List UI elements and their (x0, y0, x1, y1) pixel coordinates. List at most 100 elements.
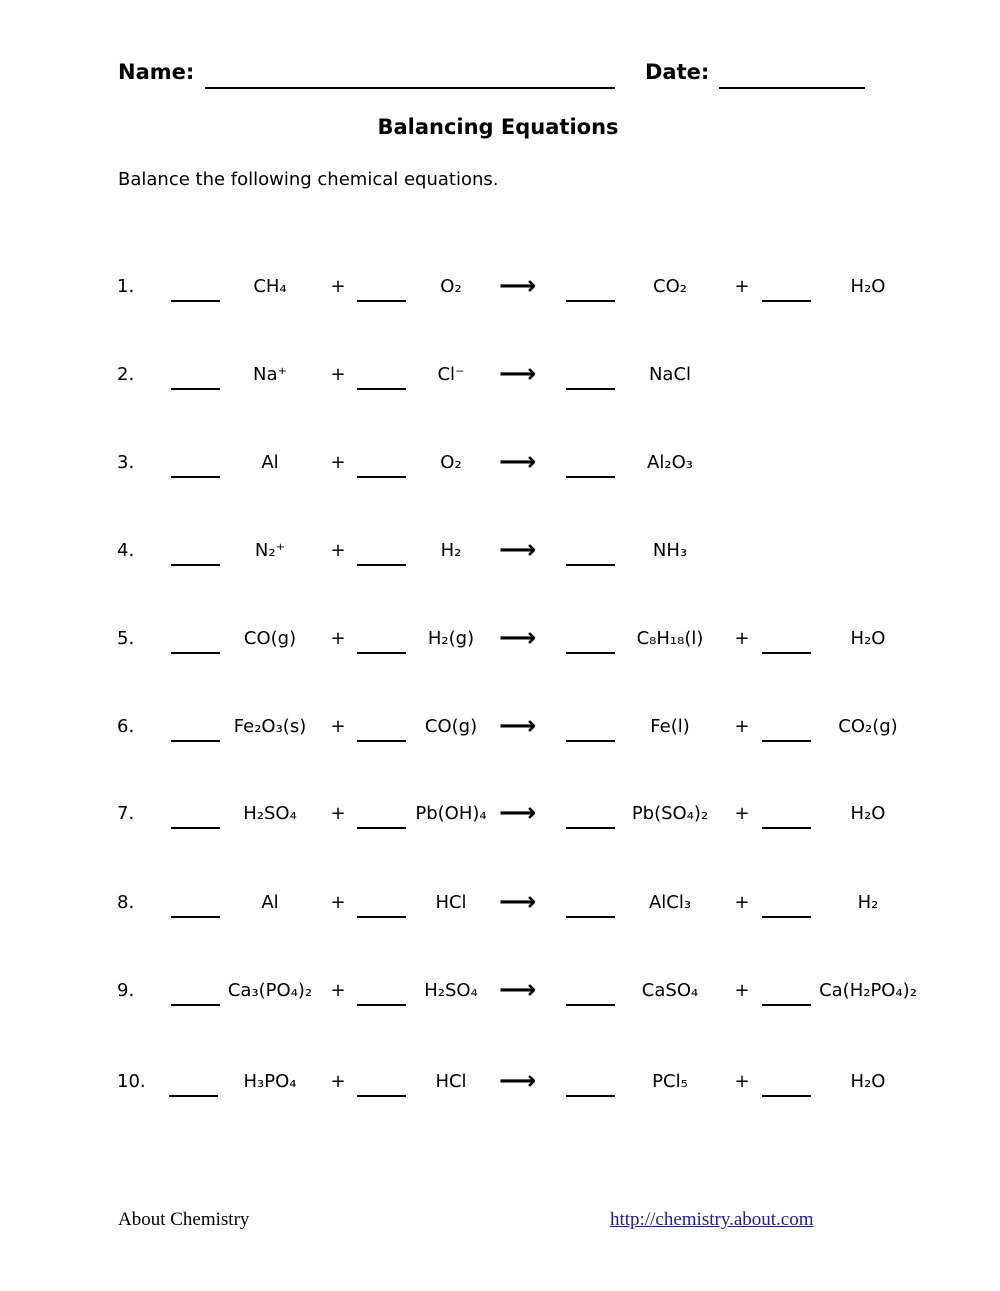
page-title: Balancing Equations (377, 115, 619, 139)
reactant-2: O₂ (440, 276, 462, 297)
coefficient-blank[interactable] (357, 1095, 406, 1097)
name-label: Name: (118, 60, 195, 84)
product-1: Fe(l) (650, 716, 690, 737)
plus-sign: + (330, 452, 346, 473)
product-1: AlCl₃ (648, 892, 692, 913)
equation-number: 6. (117, 716, 135, 737)
coefficient-blank[interactable] (171, 740, 220, 742)
product-2: H₂O (850, 628, 886, 649)
product-2: H₂O (850, 276, 886, 297)
coefficient-blank[interactable] (171, 1004, 220, 1006)
equation-row: 10. H₃PO₄ + HCl ⟶ PCl₅ + H₂O (0, 1068, 1000, 1101)
equation-number: 1. (117, 276, 135, 297)
product-2: CO₂(g) (838, 716, 898, 737)
equation-number: 5. (117, 628, 135, 649)
plus-sign: + (330, 540, 346, 561)
reactant-1: Ca₃(PO₄)₂ (227, 980, 313, 1001)
plus-sign: + (734, 980, 750, 1001)
coefficient-blank[interactable] (171, 916, 220, 918)
equation-number: 8. (117, 892, 135, 913)
equation-number: 10. (117, 1071, 146, 1092)
equation-number: 2. (117, 364, 135, 385)
right-arrow-icon: ⟶ (499, 975, 537, 1005)
coefficient-blank[interactable] (357, 388, 406, 390)
coefficient-blank[interactable] (566, 564, 615, 566)
coefficient-blank[interactable] (762, 740, 811, 742)
coefficient-blank[interactable] (762, 300, 811, 302)
product-2: H₂O (850, 803, 886, 824)
plus-sign: + (330, 716, 346, 737)
plus-sign: + (330, 276, 346, 297)
equation-row: 8. Al + HCl ⟶ AlCl₃ + H₂ (0, 889, 1000, 922)
coefficient-blank[interactable] (357, 564, 406, 566)
reactant-2: O₂ (440, 452, 462, 473)
coefficient-blank[interactable] (762, 1004, 811, 1006)
coefficient-blank[interactable] (171, 652, 220, 654)
reactant-2: H₂ (440, 540, 462, 561)
reactant-1: CO(g) (243, 628, 297, 649)
coefficient-blank[interactable] (171, 476, 220, 478)
coefficient-blank[interactable] (566, 827, 615, 829)
coefficient-blank[interactable] (762, 652, 811, 654)
instructions: Balance the following chemical equations… (118, 169, 499, 190)
coefficient-blank[interactable] (171, 827, 220, 829)
plus-sign: + (330, 628, 346, 649)
plus-sign: + (734, 1071, 750, 1092)
coefficient-blank[interactable] (762, 916, 811, 918)
coefficient-blank[interactable] (762, 1095, 811, 1097)
coefficient-blank[interactable] (357, 740, 406, 742)
coefficient-blank[interactable] (762, 827, 811, 829)
equation-row: 9. Ca₃(PO₄)₂ + H₂SO₄ ⟶ CaSO₄ + Ca(H₂PO₄)₂ (0, 975, 1000, 1010)
equation-number: 7. (117, 803, 135, 824)
coefficient-blank[interactable] (357, 476, 406, 478)
coefficient-blank[interactable] (171, 388, 220, 390)
product-1: Pb(SO₄)₂ (631, 803, 709, 824)
coefficient-blank[interactable] (566, 1004, 615, 1006)
plus-sign: + (734, 716, 750, 737)
coefficient-blank[interactable] (171, 564, 220, 566)
coefficient-blank[interactable] (357, 1004, 406, 1006)
plus-sign: + (330, 364, 346, 385)
plus-sign: + (734, 276, 750, 297)
coefficient-blank[interactable] (357, 827, 406, 829)
name-field-line[interactable] (205, 87, 615, 89)
reactant-1: Al (261, 452, 279, 473)
reactant-1: Na⁺ (253, 364, 287, 385)
coefficient-blank[interactable] (566, 916, 615, 918)
reactant-2: CO(g) (424, 716, 478, 737)
coefficient-blank[interactable] (566, 300, 615, 302)
plus-sign: + (330, 892, 346, 913)
reactant-1: Al (261, 892, 279, 913)
product-1: NaCl (648, 364, 692, 385)
plus-sign: + (330, 803, 346, 824)
footer-link[interactable]: http://chemistry.about.com (610, 1209, 814, 1230)
coefficient-blank[interactable] (566, 652, 615, 654)
coefficient-blank[interactable] (357, 916, 406, 918)
reactant-2: H₂(g) (427, 628, 475, 649)
reactant-1: CH₄ (253, 276, 287, 297)
reactant-1: Fe₂O₃(s) (233, 716, 307, 737)
product-1: C₈H₁₈(l) (636, 628, 704, 649)
reactant-2: Cl⁻ (437, 364, 465, 385)
date-field-line[interactable] (719, 87, 865, 89)
coefficient-blank[interactable] (357, 300, 406, 302)
plus-sign: + (734, 892, 750, 913)
product-1: NH₃ (652, 540, 688, 561)
coefficient-blank[interactable] (357, 652, 406, 654)
coefficient-blank[interactable] (566, 476, 615, 478)
coefficient-blank[interactable] (169, 1095, 218, 1097)
right-arrow-icon: ⟶ (499, 447, 537, 477)
equation-row: 5. CO(g) + H₂(g) ⟶ C₈H₁₈(l) + H₂O (0, 625, 1000, 658)
equation-row: 6. Fe₂O₃(s) + CO(g) ⟶ Fe(l) + CO₂(g) (0, 713, 1000, 746)
coefficient-blank[interactable] (566, 1095, 615, 1097)
equation-number: 3. (117, 452, 135, 473)
coefficient-blank[interactable] (566, 740, 615, 742)
product-2: H₂O (850, 1071, 886, 1092)
coefficient-blank[interactable] (171, 300, 220, 302)
equation-row: 2. Na⁺ + Cl⁻ ⟶ NaCl (0, 361, 1000, 394)
equation-row: 1. CH₄ + O₂ ⟶ CO₂ + H₂O (0, 271, 1000, 306)
product-1: PCl₅ (652, 1071, 688, 1092)
equation-number: 4. (117, 540, 135, 561)
coefficient-blank[interactable] (566, 388, 615, 390)
right-arrow-icon: ⟶ (499, 271, 537, 301)
